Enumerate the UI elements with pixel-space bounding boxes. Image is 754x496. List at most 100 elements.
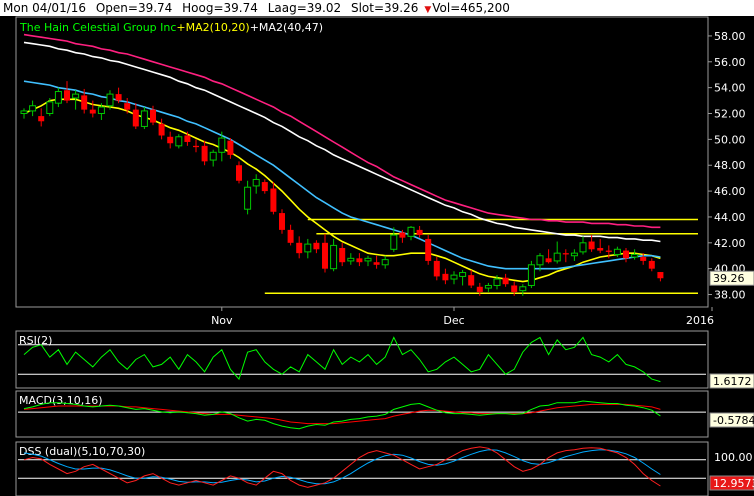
candle-body [536,255,544,266]
candle [287,224,294,246]
candle [201,140,208,166]
candle [356,253,363,267]
candle-body [89,109,96,114]
candle-body [570,252,578,257]
quote-high: Hoog=39.74 [182,1,258,15]
candle-body [270,188,277,212]
candle [227,138,234,159]
candle-body [631,253,639,258]
candle [209,149,217,167]
candle [140,107,148,130]
candle-body [648,260,655,269]
candle [613,246,621,258]
rsi-panel-title: RSI(2) [19,334,52,347]
dss-value: 12.9573 [713,477,754,490]
quote-open: Open=39.74 [95,1,173,15]
candle [106,90,114,110]
candle [270,182,277,215]
candle-body [330,244,338,270]
candle-body [304,243,312,253]
dss-panel-frame [15,441,709,496]
ma10-line [23,98,661,283]
candle-body [425,238,432,261]
candle-body [167,136,174,144]
quote-date: Mon 04/01/16 [3,1,87,15]
candle [244,180,252,215]
candle [570,249,578,261]
candle-body [236,165,242,181]
ma-40-47-label: +MA2(40,47) [250,21,323,34]
candle-body [193,145,199,148]
candle-body [364,257,372,262]
candle-body [450,274,458,280]
candle-body [553,252,561,262]
candle [193,139,199,153]
candle [502,273,509,287]
candle [459,269,467,286]
candle [381,255,389,269]
candle-body [511,285,518,292]
candle [648,258,655,272]
candle [64,81,70,104]
candle-body [339,247,346,263]
candle-body [201,145,208,162]
candle-body [124,103,131,110]
candle [132,103,139,130]
ma47-line [23,33,661,229]
x-tick-label: 2016 [686,314,714,327]
y-tick-label: 50.00 [714,133,746,146]
candle-body [322,242,328,269]
candle-body [468,275,475,286]
candle [588,235,595,252]
candle [450,271,458,285]
macd-value: -0.5784 [713,414,754,427]
quote-low: Laag=39.02 [267,1,342,15]
candle-body [623,250,629,259]
candle [536,253,544,272]
candle [115,87,122,104]
candle-body [46,101,54,115]
candle [579,236,587,255]
candle-body [227,140,234,155]
macd-panel-frame [15,390,709,438]
candle [175,134,183,149]
ma20-line [23,80,661,270]
x-tick-label: Dec [443,314,464,327]
candle-body [38,116,45,122]
candle [124,97,131,114]
candle-body [484,284,492,289]
candle-body [433,260,440,277]
candle-body [140,110,148,127]
y-tick-label: 42.00 [714,237,746,250]
candle [330,238,338,272]
y-tick-label: 38.00 [714,289,746,302]
candle-body [175,136,183,147]
candle-body [115,94,122,101]
candle [553,241,561,264]
candle-body [493,278,501,286]
candle-body [287,229,294,243]
y-tick-label: 48.00 [714,159,746,172]
candle [631,249,639,260]
candle [81,88,88,114]
candle-body [313,242,320,250]
candle [97,103,105,120]
candle-body [244,186,252,210]
y-tick-label: 58.00 [714,30,746,43]
ma40-line [23,41,661,243]
candle-body [64,90,70,101]
candle [390,227,398,252]
last-price-tag [709,270,754,286]
candle [640,253,647,265]
candle-body [356,258,363,263]
x-tick-label: Nov [211,314,233,327]
candle [597,238,604,254]
candle-body [132,109,139,127]
candle [72,90,80,110]
candle-body [597,247,604,251]
candle-body [502,277,509,285]
candle-body [252,178,260,187]
candle-body [54,91,62,104]
quote-close: Slot=39.26 [350,1,419,15]
